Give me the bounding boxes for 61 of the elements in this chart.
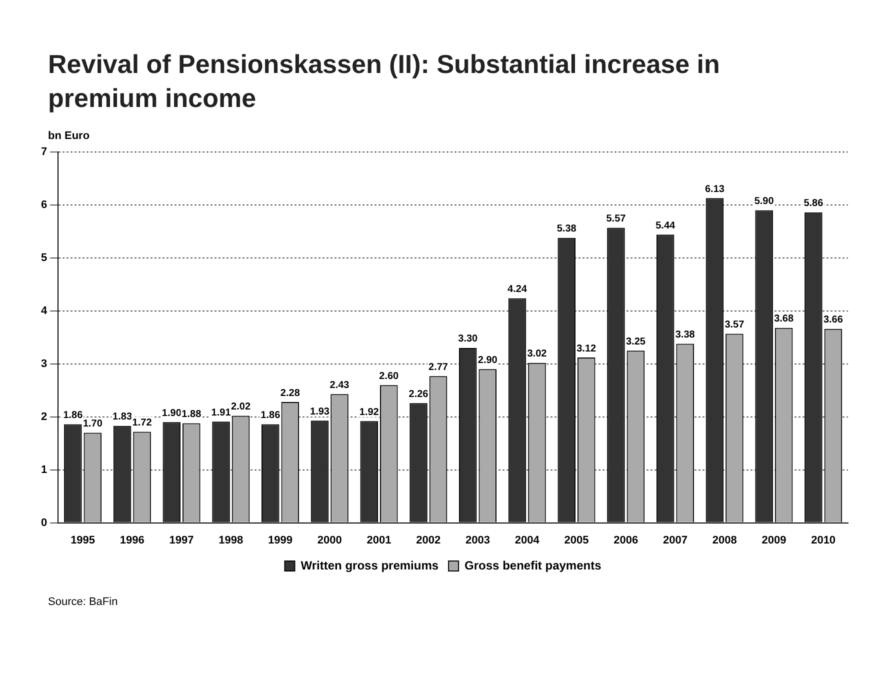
legend-label: Written gross premiums (300, 558, 439, 572)
data-label: 3.30 (458, 333, 478, 344)
x-tick-label: 1997 (169, 534, 194, 546)
y-tick-label: 3 (40, 358, 48, 370)
x-tick-label: 2001 (366, 534, 392, 546)
data-label: 3.02 (527, 348, 548, 360)
data-label: 5.86 (804, 198, 824, 209)
data-label: 1.72 (132, 417, 152, 428)
data-label: 3.66 (823, 314, 844, 326)
data-label: 1.86 (63, 410, 84, 421)
x-tick-label: 1995 (70, 534, 96, 546)
data-label: 3.12 (576, 342, 597, 354)
source-note: Source: BaFin (48, 596, 119, 608)
x-tick-label: 1999 (268, 534, 293, 546)
data-label: 3.68 (774, 313, 794, 324)
x-tick-label: 2000 (317, 534, 342, 546)
legend-label: Gross benefit payments (464, 558, 602, 572)
y-tick-label: 7 (40, 146, 48, 158)
data-label: 1.83 (112, 411, 132, 422)
data-label: 2.43 (330, 379, 350, 390)
data-label: 2.02 (231, 401, 251, 412)
x-tick-label: 2009 (762, 534, 786, 546)
data-label: 3.38 (675, 329, 696, 340)
y-tick-label: 2 (40, 410, 48, 422)
data-label: 1.93 (310, 406, 330, 417)
data-label: 2.28 (280, 387, 300, 398)
data-label: 1.86 (260, 410, 281, 421)
x-tick-label: 1996 (120, 534, 144, 546)
x-tick-label: 2008 (712, 534, 737, 546)
data-label: 1.70 (82, 418, 103, 430)
data-label: 2.77 (428, 361, 448, 372)
data-label: 3.25 (626, 336, 646, 347)
chart-title: Revival of Pensionskassen (II): Substantial increase in premium income (48, 48, 721, 115)
data-label: 4.24 (508, 284, 528, 295)
data-label: 1.92 (359, 406, 380, 418)
y-tick-label: 1 (40, 463, 48, 476)
data-label: 6.13 (704, 183, 725, 194)
x-tick-label: 1998 (218, 534, 244, 546)
y-tick-label: 5 (40, 252, 48, 264)
data-label: 1.88 (182, 408, 202, 420)
data-label: 1.90 (162, 408, 182, 418)
x-tick-label: 2003 (466, 534, 490, 546)
x-tick-label: 2005 (564, 534, 589, 546)
data-label: 1.91 (211, 406, 232, 418)
y-tick-label: 4 (40, 304, 48, 317)
y-axis-title: bn Euro (48, 130, 91, 142)
data-label: 5.44 (656, 220, 676, 231)
data-label: 2.60 (379, 370, 400, 382)
y-tick-label: 0 (40, 516, 48, 528)
x-tick-label: 2004 (514, 534, 540, 546)
data-label: 2.90 (478, 354, 498, 366)
x-tick-label: 2002 (416, 534, 441, 546)
x-tick-label: 2007 (662, 534, 688, 546)
x-tick-label: 2010 (811, 534, 836, 546)
data-label: 2.26 (408, 388, 429, 400)
x-tick-label: 2006 (614, 534, 638, 546)
data-label: 3.57 (724, 319, 745, 330)
data-label: 5.90 (754, 196, 774, 207)
y-tick-label: 6 (40, 198, 48, 211)
data-label: 5.57 (606, 213, 626, 224)
data-label: 5.38 (556, 223, 577, 234)
